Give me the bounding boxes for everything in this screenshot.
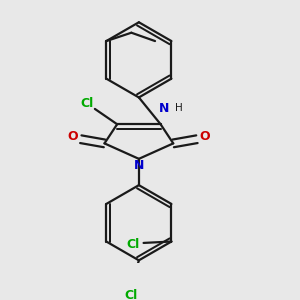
Text: O: O: [68, 130, 78, 143]
Text: Cl: Cl: [126, 238, 140, 251]
Text: Cl: Cl: [80, 98, 94, 110]
Text: H: H: [175, 103, 183, 113]
Text: Cl: Cl: [125, 290, 138, 300]
Text: N: N: [159, 102, 169, 115]
Text: N: N: [134, 159, 144, 172]
Text: O: O: [200, 130, 210, 143]
